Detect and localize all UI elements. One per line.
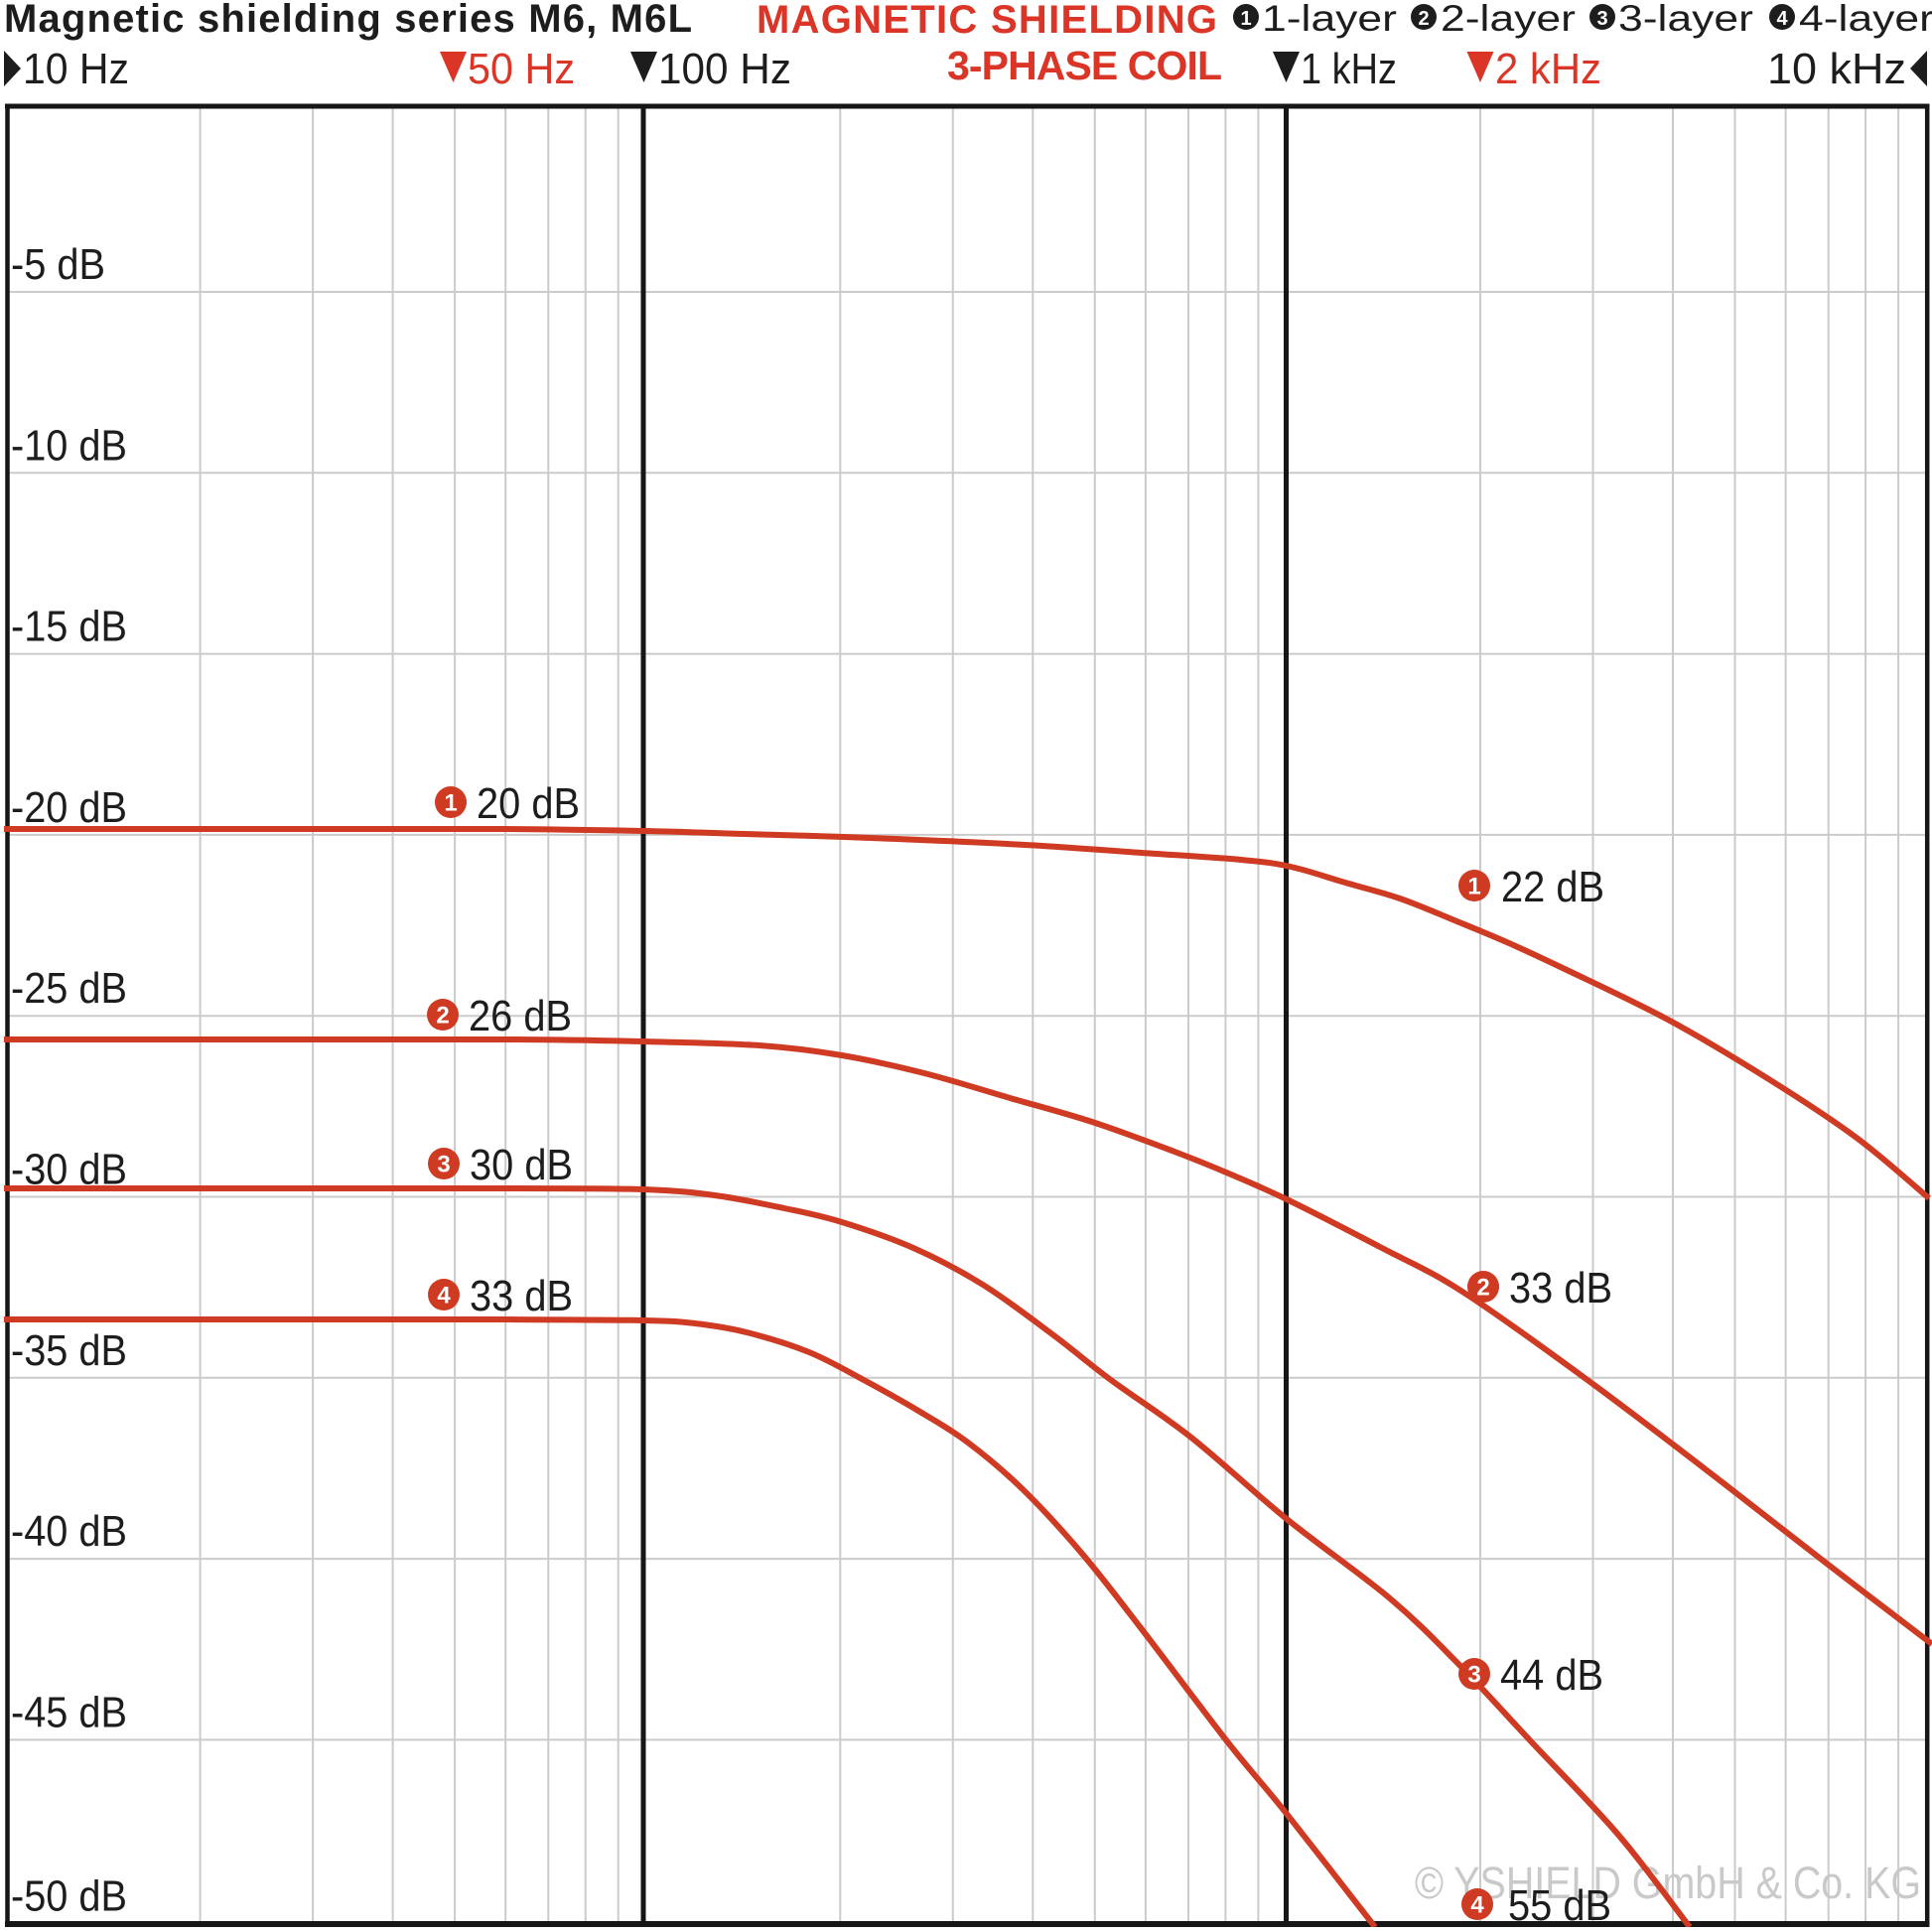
svg-text:2: 2 (436, 1003, 449, 1030)
svg-text:-40 dB: -40 dB (11, 1507, 127, 1556)
svg-text:2-layer: 2-layer (1441, 0, 1576, 39)
svg-text:10 Hz: 10 Hz (23, 45, 129, 93)
svg-text:33 dB: 33 dB (470, 1272, 573, 1320)
svg-text:-35 dB: -35 dB (11, 1326, 127, 1375)
svg-text:-5 dB: -5 dB (11, 240, 105, 289)
svg-text:10 kHz: 10 kHz (1767, 45, 1906, 93)
svg-text:2: 2 (1418, 8, 1429, 30)
svg-text:4-layer: 4-layer (1799, 0, 1932, 39)
svg-text:-15 dB: -15 dB (11, 603, 127, 651)
svg-text:3: 3 (1467, 1662, 1480, 1689)
svg-text:3: 3 (1596, 8, 1607, 30)
svg-text:-30 dB: -30 dB (11, 1146, 127, 1194)
svg-text:-25 dB: -25 dB (11, 964, 127, 1013)
svg-text:-10 dB: -10 dB (11, 421, 127, 470)
svg-text:55 dB: 55 dB (1508, 1881, 1611, 1927)
svg-text:100 Hz: 100 Hz (658, 45, 791, 93)
svg-text:50 Hz: 50 Hz (468, 45, 575, 93)
svg-text:30 dB: 30 dB (470, 1141, 573, 1189)
svg-text:Magnetic shielding series M6,: Magnetic shielding series M6, M6L (4, 0, 692, 41)
svg-text:3-PHASE COIL: 3-PHASE COIL (947, 43, 1222, 88)
svg-text:3: 3 (437, 1152, 450, 1178)
svg-text:3-layer: 3-layer (1618, 0, 1753, 39)
svg-text:44 dB: 44 dB (1500, 1651, 1603, 1700)
svg-text:1 kHz: 1 kHz (1301, 45, 1397, 93)
svg-text:1: 1 (1240, 8, 1251, 30)
svg-text:26 dB: 26 dB (469, 992, 572, 1040)
svg-text:MAGNETIC SHIELDING: MAGNETIC SHIELDING (757, 0, 1217, 42)
svg-text:1-layer: 1-layer (1262, 0, 1397, 39)
svg-text:-45 dB: -45 dB (11, 1688, 127, 1736)
svg-text:22 dB: 22 dB (1501, 863, 1604, 911)
svg-text:1: 1 (1467, 874, 1480, 900)
svg-text:4: 4 (1776, 8, 1788, 30)
svg-text:4: 4 (1470, 1892, 1484, 1919)
svg-text:1: 1 (444, 790, 457, 817)
svg-text:2: 2 (1476, 1275, 1489, 1302)
svg-text:2 kHz: 2 kHz (1495, 45, 1601, 93)
svg-text:33 dB: 33 dB (1509, 1264, 1612, 1312)
svg-text:4: 4 (437, 1283, 451, 1310)
svg-text:-50 dB: -50 dB (11, 1872, 127, 1921)
svg-text:20 dB: 20 dB (477, 779, 580, 828)
svg-text:-20 dB: -20 dB (11, 783, 127, 832)
